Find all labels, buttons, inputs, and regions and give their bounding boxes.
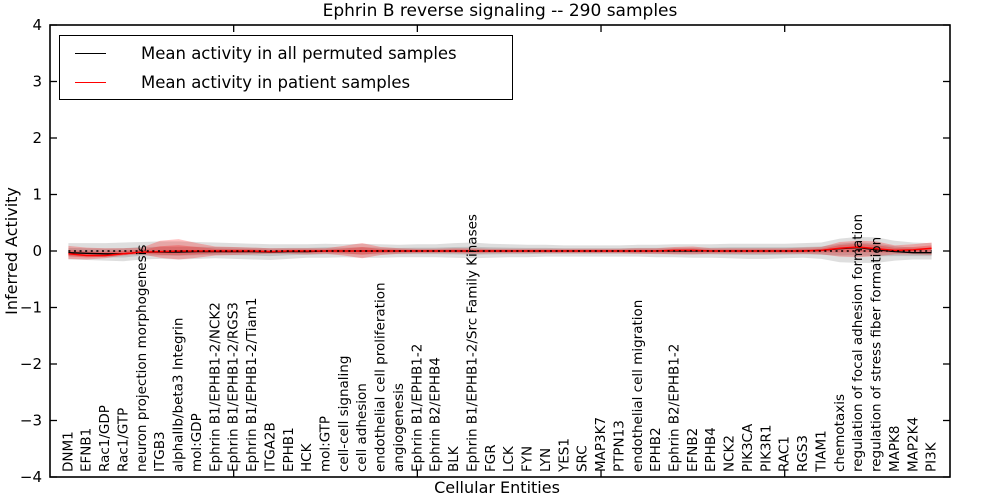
x-category-label: regulation of stress fiber formation: [869, 237, 885, 472]
x-category-label: PIK3R1: [758, 424, 774, 472]
x-category-label: YES1: [556, 438, 572, 473]
permuted-line-swatch: [75, 52, 106, 54]
y-tick-label: 1: [32, 186, 42, 204]
legend-entry-patient: Mean activity in patient samples: [60, 70, 512, 94]
x-category-label: RGS3: [795, 435, 811, 472]
x-category-label: EFNB1: [79, 428, 95, 472]
x-category-label: PI3K: [924, 441, 940, 472]
x-category-label: Ephrin B1/EPHB1-2/Tiam1: [244, 298, 260, 472]
legend-entry-permuted: Mean activity in all permuted samples: [60, 41, 512, 65]
x-category-label: LYN: [538, 448, 554, 472]
x-category-label: PTPN13: [611, 420, 627, 472]
permuted-spread-band-outer: [68, 236, 932, 263]
x-category-label: Ephrin B2/EPHB1-2: [666, 344, 682, 472]
x-category-label: EPHB2: [648, 427, 664, 472]
x-category-label: Ephrin B1/EPHB1-2/RGS3: [226, 302, 242, 472]
x-category-label: endothelial cell migration: [630, 300, 646, 472]
x-category-label: alphaIIb/beta3 Integrin: [171, 318, 187, 472]
x-category-label: TIAM1: [813, 430, 829, 473]
x-category-label: angiogenesis: [391, 383, 407, 472]
x-category-label: Ephrin B1/EPHB1-2/Src Family Kinases: [464, 214, 480, 472]
x-category-label: Ephrin B1/EPHB1-2: [409, 344, 425, 472]
x-category-label: MAPK8: [887, 426, 903, 472]
y-tick-label: −2: [20, 355, 42, 373]
x-category-label: DNM1: [60, 431, 76, 472]
x-category-label: cell adhesion: [354, 383, 370, 472]
x-category-label: mol:GDP: [189, 413, 205, 472]
x-category-label: MAP2K4: [905, 417, 921, 472]
x-category-label: RAC1: [777, 436, 793, 472]
x-category-label: endothelial cell proliferation: [373, 282, 389, 472]
y-tick-label: 0: [32, 242, 42, 260]
y-tick-label: −4: [20, 468, 42, 486]
x-category-label: Rac1/GTP: [115, 408, 131, 472]
x-category-label: BLK: [446, 445, 462, 472]
x-category-label: MAP3K7: [593, 417, 609, 472]
x-category-label: LCK: [501, 445, 517, 472]
x-category-label: EPHB4: [703, 427, 719, 472]
patient-spread-band-outer: [68, 239, 932, 260]
x-category-label: FGR: [483, 444, 499, 472]
x-category-label: mol:GTP: [318, 416, 334, 472]
permuted-spread-band-inner: [68, 242, 932, 258]
x-category-label: neuron projection morphogenesis: [134, 245, 150, 472]
y-tick-label: 2: [32, 129, 42, 147]
y-axis-title: Inferred Activity: [2, 187, 21, 315]
legend-label-patient: Mean activity in patient samples: [141, 72, 411, 92]
y-tick-label: 3: [32, 73, 42, 91]
y-tick-label: 4: [32, 16, 42, 34]
x-category-label: SRC: [575, 445, 591, 472]
x-category-label: ITGB3: [152, 431, 168, 472]
y-tick-label: −1: [20, 299, 42, 317]
x-axis-title: Cellular Entities: [434, 478, 560, 497]
chart-title: Ephrin B reverse signaling -- 290 sample…: [322, 1, 678, 21]
x-category-label: PIK3CA: [740, 423, 756, 472]
y-tick-label: −3: [20, 412, 42, 430]
x-category-label: EFNB2: [685, 428, 701, 472]
x-category-label: cell-cell signaling: [336, 356, 352, 472]
patient-line-swatch: [75, 81, 106, 83]
x-category-label: Ephrin B2/EPHB4: [428, 357, 444, 472]
x-category-label: HCK: [299, 442, 315, 472]
legend-box: Mean activity in all permuted samples Me…: [59, 35, 513, 100]
x-category-label: ITGA2B: [262, 422, 278, 472]
x-category-label: Rac1/GDP: [97, 405, 113, 472]
x-category-label: Ephrin B1/EPHB1-2/NCK2: [207, 302, 223, 472]
x-category-label: chemotaxis: [832, 394, 848, 472]
legend-label-permuted: Mean activity in all permuted samples: [141, 43, 457, 63]
x-category-label: EPHB1: [281, 427, 297, 472]
x-category-label: FYN: [520, 446, 536, 472]
x-category-label: regulation of focal adhesion formation: [850, 214, 866, 472]
x-category-label: NCK2: [722, 435, 738, 472]
